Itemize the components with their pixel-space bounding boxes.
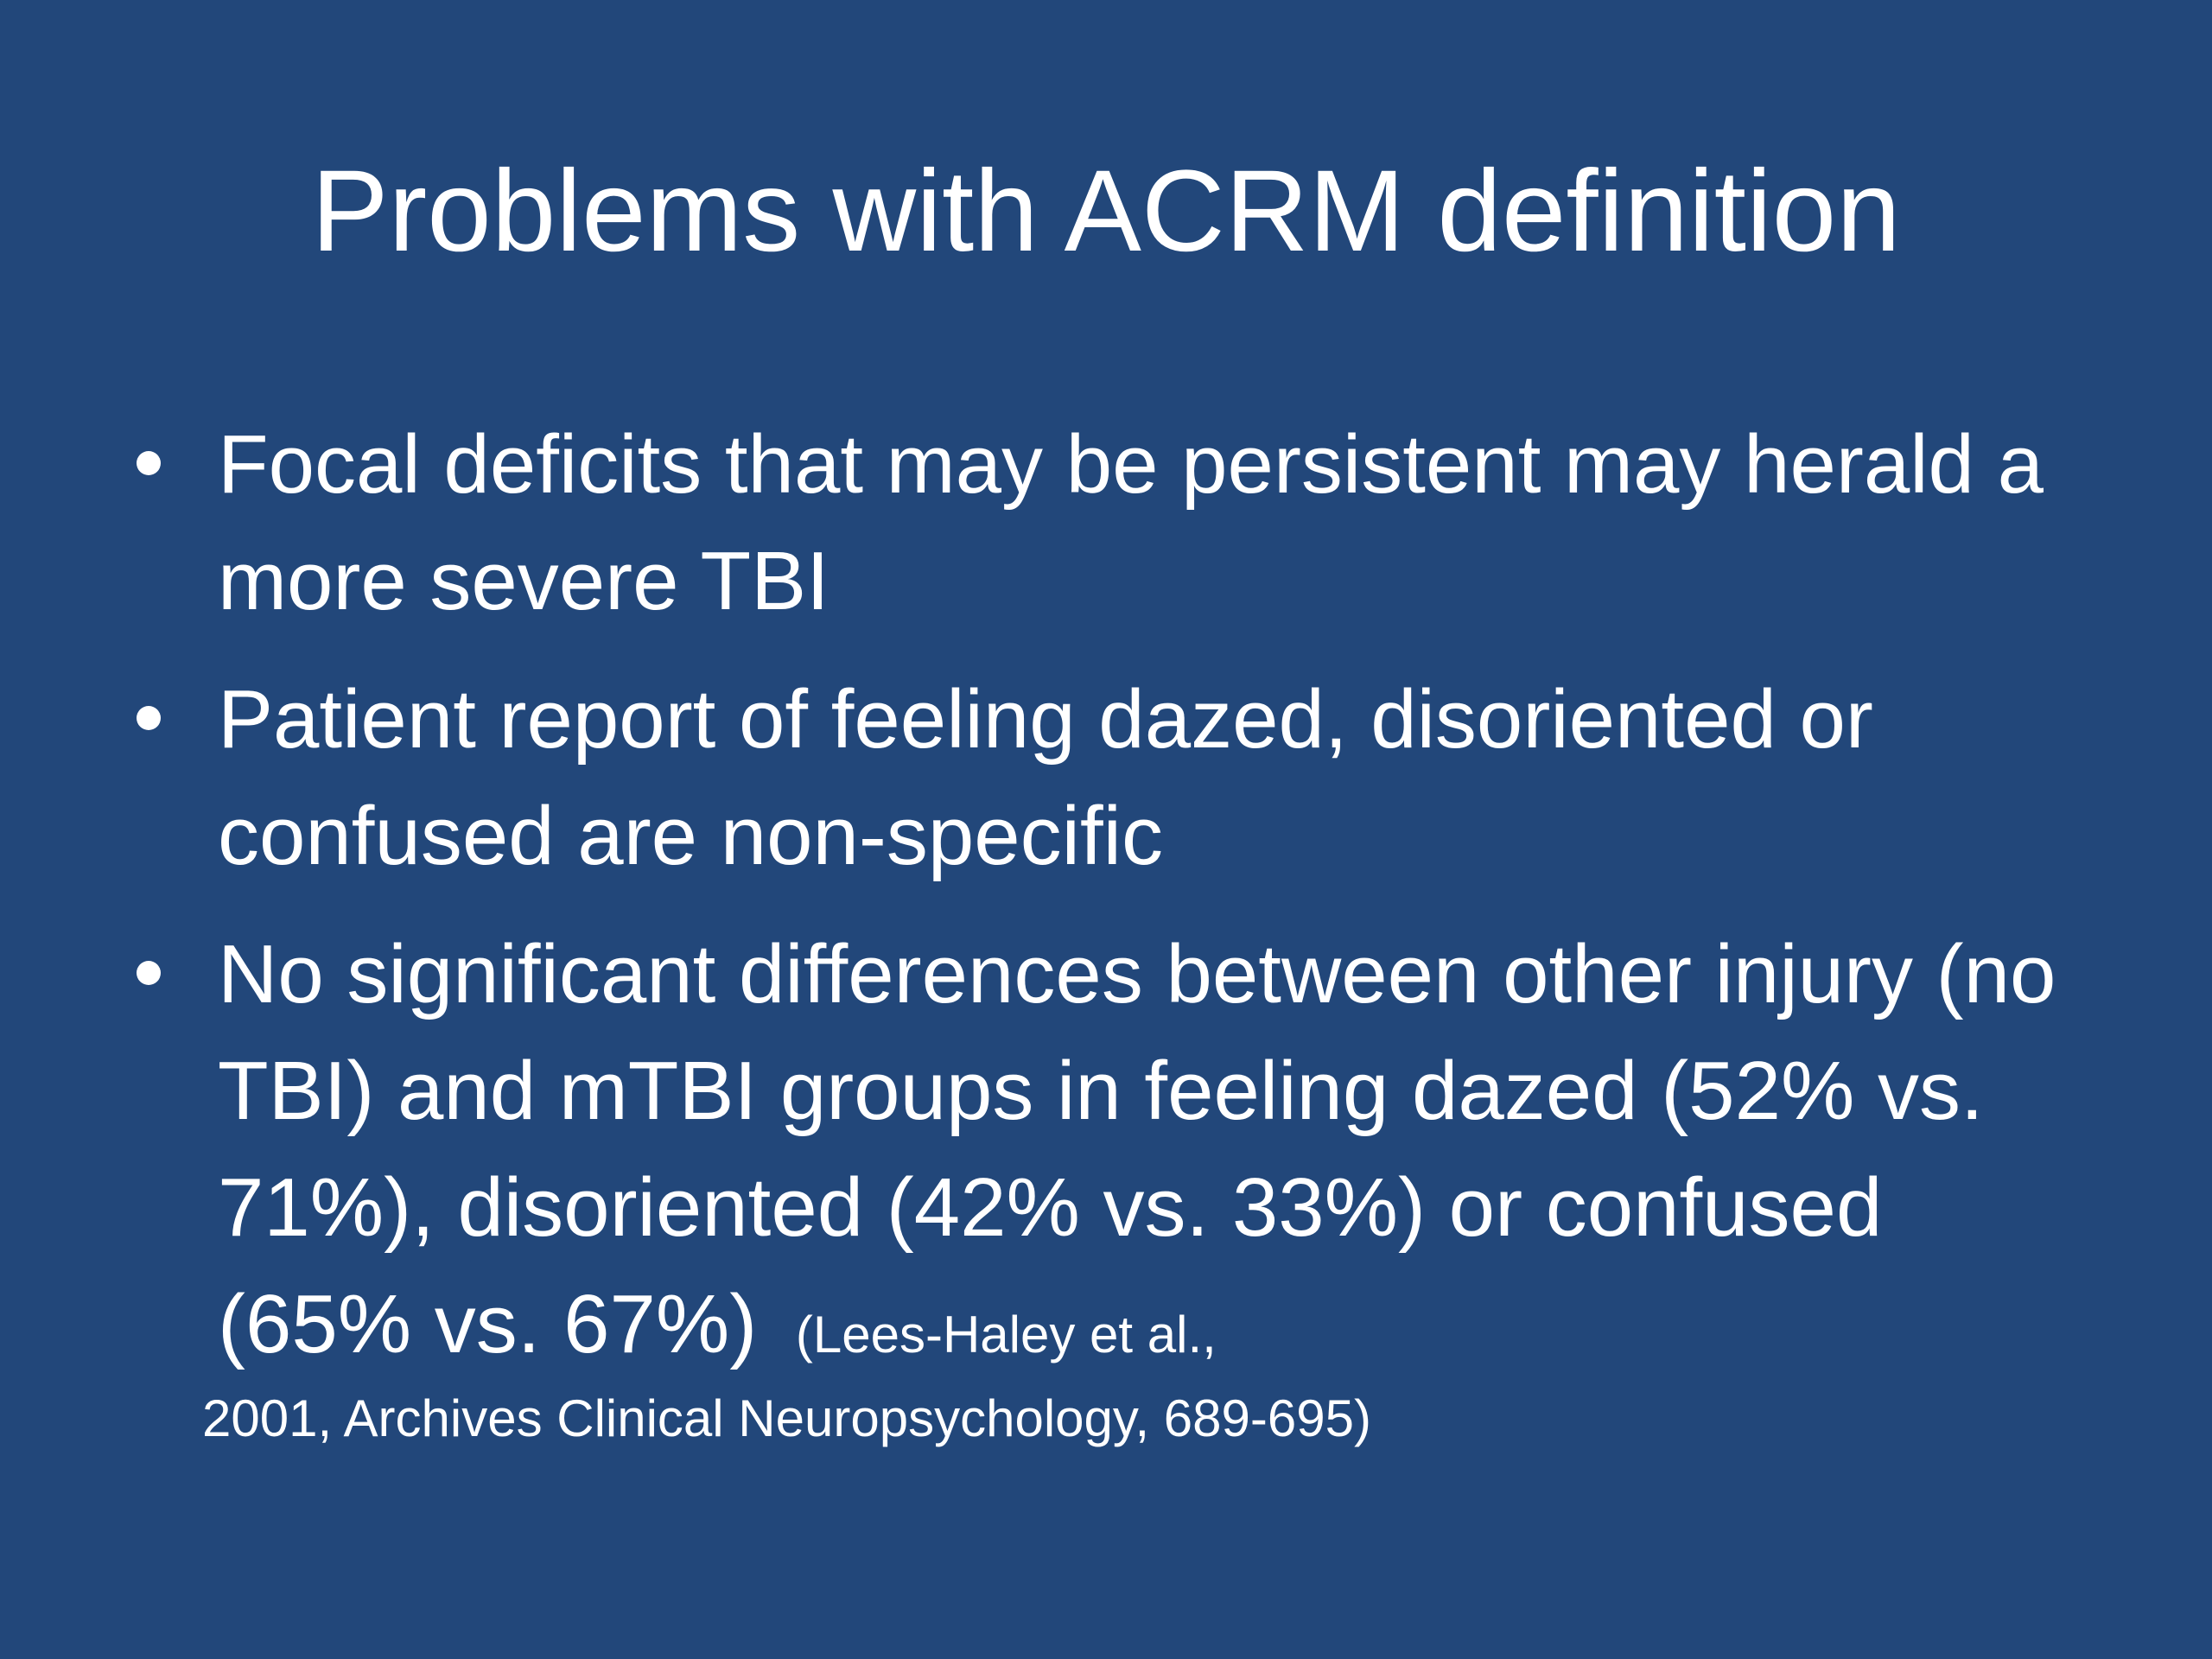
bullet-text: Focal deficits that may be persistent ma… xyxy=(218,418,2044,627)
bullet-dot-icon xyxy=(137,706,161,730)
bullet-dot-icon xyxy=(137,451,161,475)
bullet-item: Patient report of feeling dazed, disorie… xyxy=(130,661,2082,894)
bullet-list: Focal deficits that may be persistent ma… xyxy=(130,406,2082,1466)
bullet-text: No significant differences between other… xyxy=(218,928,2056,1370)
slide-title: Problems with ACRM definition xyxy=(311,147,1901,276)
bullet-dot-icon xyxy=(137,961,161,985)
bullet-item: No significant differences between other… xyxy=(130,916,2082,1445)
citation-continuation: 2001, Archives Clinical Neuropsychology,… xyxy=(202,1389,1371,1447)
bullet-text: Patient report of feeling dazed, disorie… xyxy=(218,673,1873,882)
citation: (Lees-Haley et al., xyxy=(795,1306,1217,1363)
bullet-item: Focal deficits that may be persistent ma… xyxy=(130,406,2082,639)
